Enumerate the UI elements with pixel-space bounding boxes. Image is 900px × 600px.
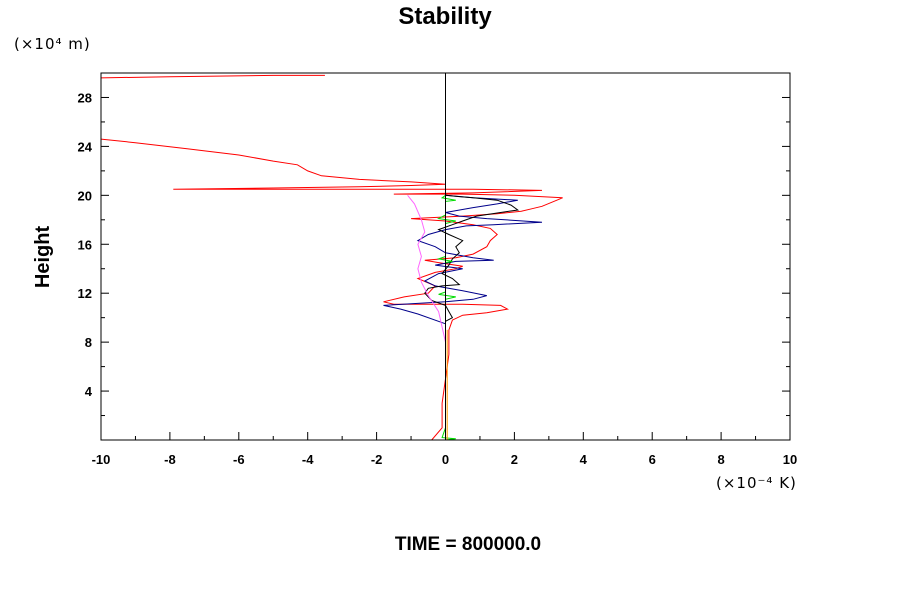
y-tick-label: 28 — [78, 90, 92, 105]
y-tick-label: 16 — [78, 237, 92, 252]
time-label: TIME = 800000.0 — [395, 534, 541, 555]
y-tick-label: 20 — [78, 188, 92, 203]
x-tick-label: 0 — [442, 452, 449, 467]
x-tick-label: -4 — [302, 452, 314, 467]
chart-title: Stability — [398, 3, 492, 30]
x-unit-label: (×10⁻⁴ K) — [716, 474, 797, 492]
x-tick-label: 6 — [649, 452, 656, 467]
y-axis-label: Height — [32, 226, 54, 289]
x-tick-label: -10 — [92, 452, 111, 467]
series-line-0 — [101, 138, 563, 440]
series-line-2 — [383, 194, 543, 440]
x-tick-label: -6 — [233, 452, 245, 467]
y-tick-label: 4 — [85, 384, 93, 399]
x-tick-label: 10 — [783, 452, 797, 467]
x-tick-label: -2 — [371, 452, 383, 467]
x-tick-label: 4 — [580, 452, 588, 467]
y-unit-label: (×10⁴ m) — [14, 35, 91, 53]
x-tick-label: -8 — [164, 452, 176, 467]
y-tick-label: 12 — [78, 286, 92, 301]
y-tick-label: 8 — [85, 335, 92, 350]
series-line-3 — [424, 194, 520, 440]
series-line-1 — [101, 74, 325, 79]
y-tick-label: 24 — [78, 139, 93, 154]
series-layer — [101, 73, 563, 440]
x-tick-label: 2 — [511, 452, 518, 467]
x-tick-label: 8 — [717, 452, 724, 467]
series-line-4 — [407, 194, 446, 440]
